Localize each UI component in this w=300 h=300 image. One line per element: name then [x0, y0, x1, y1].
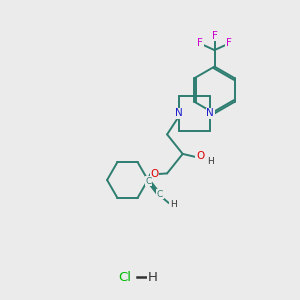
- Text: H: H: [170, 200, 176, 209]
- Text: N: N: [175, 108, 182, 118]
- Text: N: N: [206, 108, 214, 118]
- Text: H: H: [148, 271, 157, 284]
- Text: O: O: [150, 169, 159, 179]
- Text: F: F: [197, 38, 203, 49]
- Text: O: O: [196, 151, 204, 161]
- Text: Cl: Cl: [118, 271, 131, 284]
- Text: F: F: [212, 31, 218, 41]
- Text: F: F: [226, 38, 232, 49]
- Text: H: H: [208, 157, 214, 166]
- Text: C: C: [157, 190, 163, 199]
- Text: C: C: [146, 177, 152, 186]
